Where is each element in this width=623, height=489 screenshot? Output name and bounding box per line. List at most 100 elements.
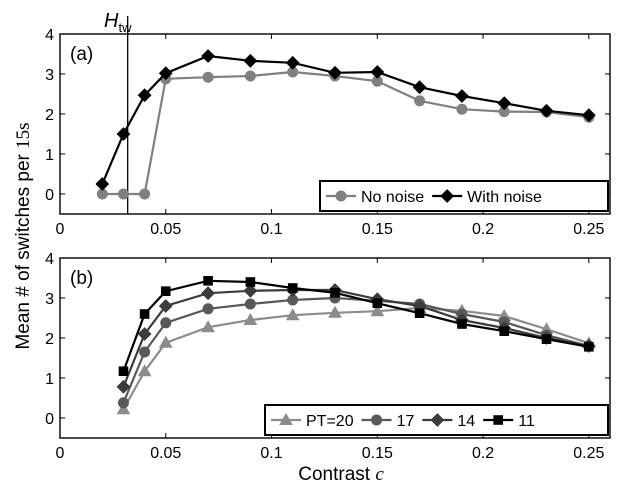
data-point — [370, 65, 385, 79]
data-point — [160, 317, 172, 329]
data-point — [116, 127, 131, 141]
data-point — [160, 286, 171, 296]
data-point — [370, 304, 385, 317]
legend-label: No noise — [361, 189, 424, 206]
data-point — [285, 308, 300, 321]
data-point — [330, 288, 340, 298]
data-point — [244, 70, 256, 82]
y-tick-label: 0 — [45, 411, 54, 428]
x-tick-label: 0.1 — [260, 445, 282, 462]
x-tick-label: 0.15 — [362, 445, 393, 462]
data-point — [457, 319, 467, 329]
x-tick-label: 0.05 — [150, 221, 181, 238]
data-point — [117, 188, 129, 200]
x-tick-label: 0.25 — [573, 445, 604, 462]
data-point — [137, 364, 152, 377]
data-point — [328, 65, 342, 80]
y-tick-label: 3 — [45, 291, 54, 308]
legend-marker — [440, 189, 455, 203]
y-tick-label: 1 — [45, 147, 54, 164]
data-point — [158, 335, 173, 348]
data-point — [158, 299, 173, 313]
legend-marker — [430, 413, 445, 427]
data-point — [116, 379, 131, 394]
data-point — [116, 402, 131, 415]
legend-marker — [335, 190, 347, 202]
data-point — [414, 308, 425, 318]
legend-label: 14 — [457, 413, 475, 430]
data-point — [539, 103, 554, 118]
data-point — [137, 88, 152, 103]
legend-label: 11 — [518, 413, 535, 430]
data-point — [243, 283, 258, 298]
x-tick-label: 0.25 — [573, 221, 604, 238]
data-point — [139, 346, 151, 358]
data-point — [245, 277, 256, 287]
y-tick-label: 4 — [45, 251, 54, 268]
legend-marker — [279, 412, 293, 425]
legend-box — [319, 180, 609, 212]
panel-label: (b) — [70, 268, 93, 289]
data-point — [414, 95, 426, 107]
legend-marker — [371, 414, 383, 426]
x-tick-label: 0.1 — [260, 221, 282, 238]
plot-frame — [59, 33, 611, 215]
data-point — [541, 334, 552, 344]
series-line — [101, 54, 589, 185]
data-point — [584, 342, 594, 352]
y-tick-label: 0 — [45, 187, 54, 204]
data-point — [372, 298, 383, 308]
x-tick-label: 0.2 — [472, 221, 494, 238]
data-point — [118, 366, 129, 376]
data-point — [95, 177, 110, 191]
y-tick-label: 4 — [45, 27, 54, 44]
data-point — [243, 312, 258, 325]
data-point — [455, 89, 469, 103]
data-point — [244, 298, 256, 310]
legend-marker — [493, 415, 503, 425]
data-point — [285, 55, 300, 70]
x-axis-label: Contrast c — [298, 464, 384, 485]
data-point — [328, 305, 342, 318]
panel-a: 0 0.05 0.1 0.15 0.2 0.25 0 1 2 3 4 (a) No noise With … — [45, 16, 611, 238]
series-line — [122, 306, 590, 410]
series-line — [102, 70, 589, 196]
threshold-label: Htw — [104, 10, 132, 35]
panel-label: (a) — [70, 44, 93, 65]
data-point — [581, 108, 596, 123]
y-tick-label: 1 — [45, 371, 54, 388]
data-point — [201, 286, 215, 301]
data-point — [243, 53, 258, 68]
data-point — [412, 80, 427, 95]
panel-b: 0 0.05 0.1 0.15 0.2 0.25 0 1 2 3 4 (b) PT=20 17 14 11 — [45, 251, 611, 462]
data-point — [497, 96, 512, 111]
data-point — [201, 320, 215, 333]
legend-label: PT=20 — [306, 413, 354, 430]
x-tick-label: 0.15 — [362, 221, 393, 238]
data-point — [139, 309, 150, 319]
data-point — [202, 303, 214, 315]
y-tick-label: 2 — [45, 331, 54, 348]
data-point — [137, 327, 152, 341]
series-line — [122, 296, 590, 404]
data-point — [499, 326, 510, 336]
data-point — [287, 283, 298, 293]
legend-label: With noise — [467, 189, 542, 206]
data-point — [202, 71, 214, 83]
data-point — [201, 49, 215, 63]
data-point — [456, 103, 468, 115]
x-tick-label: 0.2 — [472, 445, 494, 462]
y-tick-label: 3 — [45, 67, 54, 84]
y-axis-label: Mean # of switches per 15s — [13, 122, 34, 349]
x-tick-label: 0.05 — [150, 445, 181, 462]
x-tick-label: 0 — [56, 221, 65, 238]
plot-frame — [59, 257, 611, 439]
data-point — [158, 66, 173, 81]
data-point — [203, 276, 213, 286]
series-line — [122, 288, 590, 388]
data-point — [139, 188, 151, 200]
data-point — [117, 397, 129, 409]
y-tick-label: 2 — [45, 107, 54, 124]
x-tick-label: 0 — [56, 445, 65, 462]
